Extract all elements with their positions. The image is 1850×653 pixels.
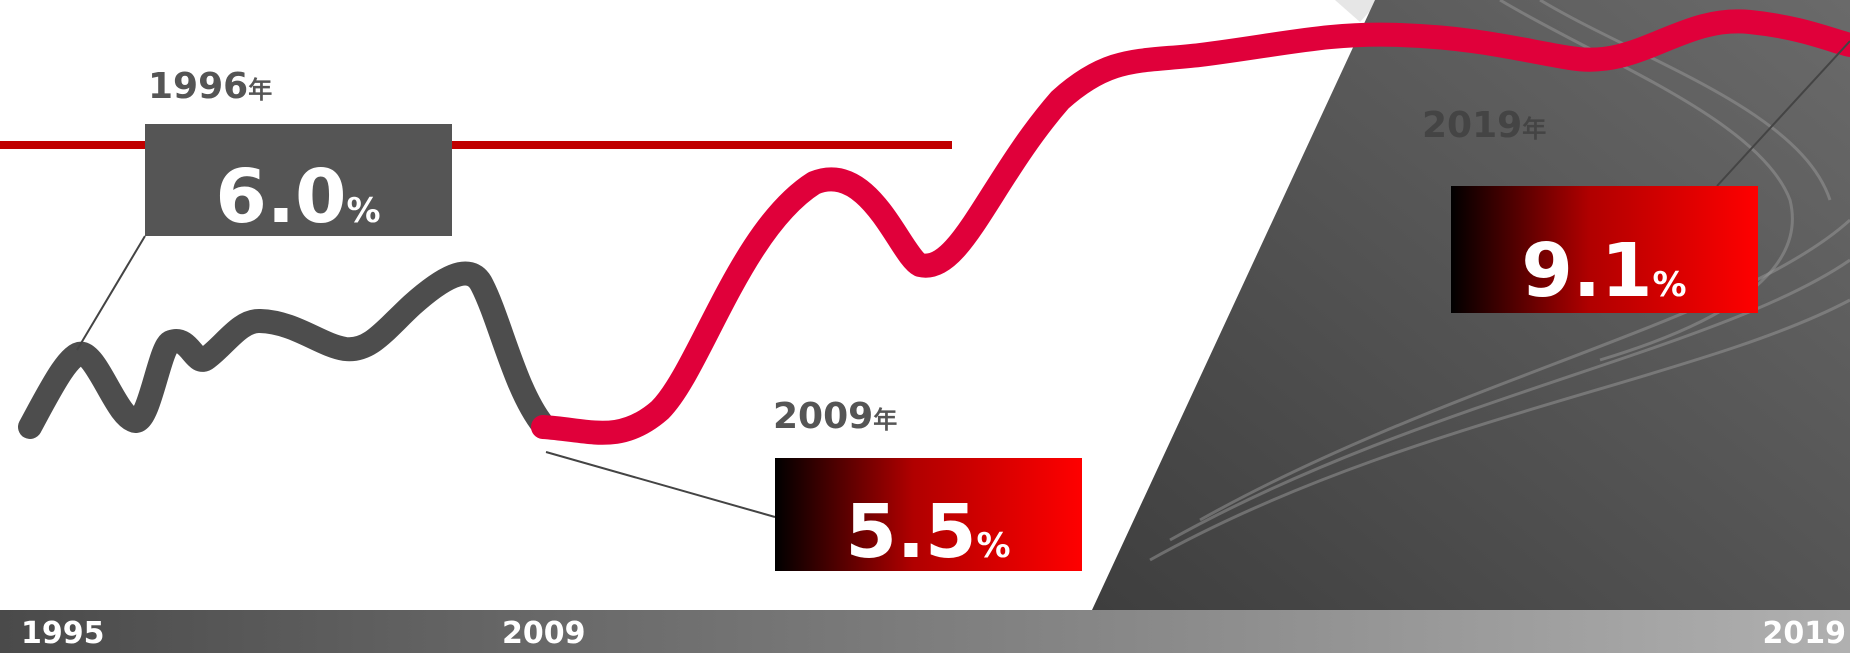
year: 2009: [773, 396, 873, 437]
callout-box: [145, 124, 452, 236]
year-unit: 年: [873, 406, 897, 434]
callout-year: 1996年: [148, 66, 272, 107]
year-unit: 年: [1522, 115, 1546, 143]
unit: %: [977, 526, 1011, 566]
unit: %: [1653, 265, 1687, 305]
value: 6.0: [215, 154, 346, 240]
trend-line-gray: [18, 261, 555, 439]
year: 2019: [1422, 105, 1522, 146]
callout-value: 9.1%: [1521, 228, 1686, 314]
axis-label: 1995: [21, 616, 105, 651]
connector: [76, 235, 146, 351]
photo-corner: [1335, 0, 1380, 22]
callout-year: 2019年: [1422, 105, 1546, 146]
reference-line: [0, 141, 952, 149]
trend-line-red: [531, 9, 1850, 445]
year-unit: 年: [248, 76, 272, 104]
axis-label: 2009: [502, 616, 586, 651]
connector: [1716, 40, 1850, 187]
callout-value: 6.0%: [215, 154, 380, 240]
value: 9.1: [1521, 228, 1652, 314]
callout-box: [775, 458, 1082, 571]
connector: [545, 451, 776, 518]
callout-box: [1451, 186, 1758, 313]
callout-value: 5.5%: [845, 489, 1010, 575]
value: 5.5: [845, 489, 976, 575]
callout-year: 2009年: [773, 396, 897, 437]
unit: %: [347, 191, 381, 231]
year: 1996: [148, 66, 248, 107]
axis-label: 2019: [1763, 616, 1847, 651]
axis-bar: [0, 610, 1850, 653]
